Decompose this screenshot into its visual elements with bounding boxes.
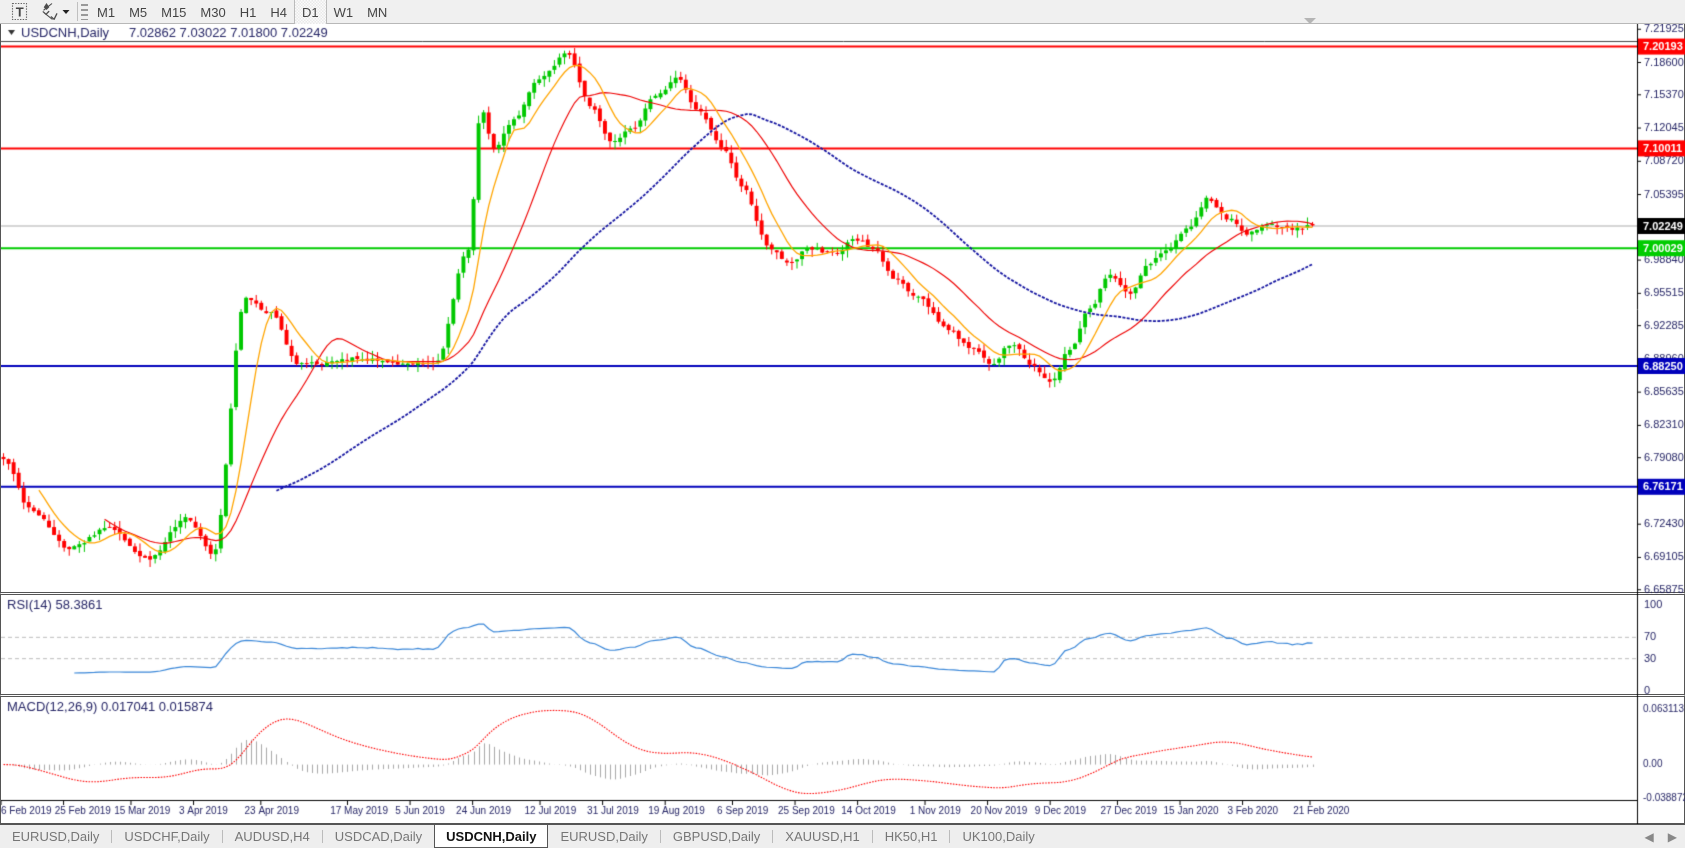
- svg-text:T: T: [16, 4, 24, 19]
